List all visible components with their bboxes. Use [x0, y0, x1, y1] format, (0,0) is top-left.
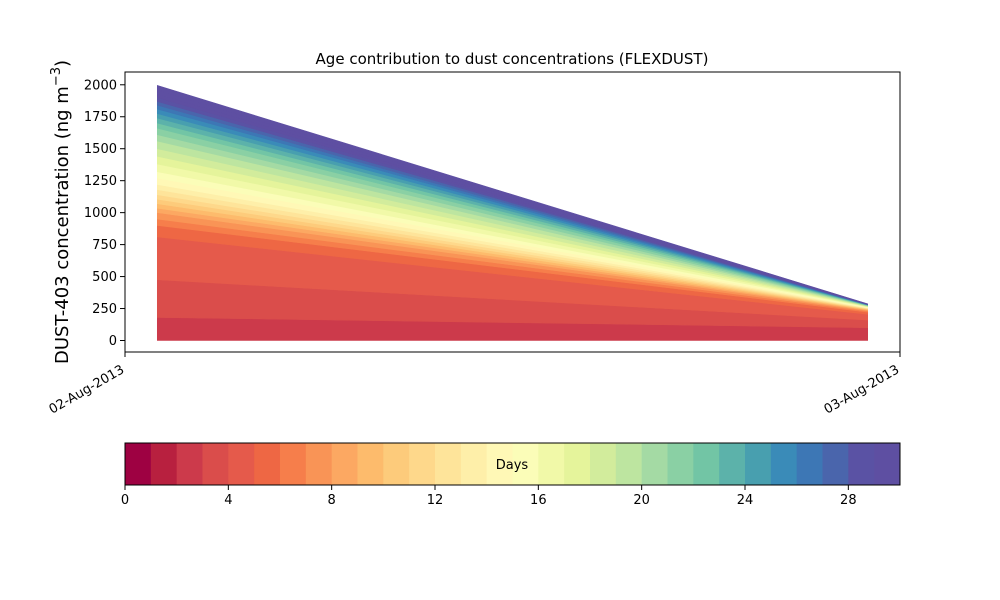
colorbar-swatch — [228, 443, 255, 485]
y-tick-label: 1500 — [84, 142, 117, 157]
colorbar-swatch — [383, 443, 410, 485]
y-axis: 0 250 500 750 1000 1250 1500 1750 2000 — [84, 78, 125, 349]
colorbar-tick-label: 4 — [224, 493, 232, 508]
colorbar-swatch — [796, 443, 823, 485]
colorbar-swatch — [460, 443, 488, 485]
colorbar-tick-label: 8 — [328, 493, 336, 508]
y-tick-label: 0 — [109, 334, 117, 349]
colorbar-swatch — [693, 443, 720, 485]
colorbar-swatch — [590, 443, 617, 485]
colorbar-swatch — [357, 443, 384, 485]
colorbar-swatch — [822, 443, 849, 485]
colorbar-swatch — [435, 443, 462, 485]
colorbar: 0 4 8 12 16 20 24 28 — [121, 442, 901, 508]
colorbar-swatch — [512, 443, 539, 485]
colorbar-swatch — [745, 443, 772, 485]
x-axis: 02-Aug-2013 03-Aug-2013 — [47, 352, 902, 418]
x-tick-label: 02-Aug-2013 — [47, 362, 127, 417]
colorbar-swatch — [538, 443, 565, 485]
colorbar-tick-label: 0 — [121, 493, 129, 508]
colorbar-tick-label: 12 — [427, 493, 444, 508]
colorbar-swatch — [125, 443, 152, 485]
colorbar-frame — [124, 442, 901, 486]
colorbar-tick-label: 16 — [530, 493, 547, 508]
colorbar-swatch — [564, 443, 591, 485]
y-tick-label: 1000 — [84, 206, 117, 221]
y-tick-label: 500 — [92, 270, 117, 285]
colorbar-tick-label: 28 — [840, 493, 857, 508]
colorbar-swatch — [254, 443, 281, 485]
colorbar-swatch — [280, 443, 307, 485]
y-axis-label: DUST-403 concentration (ng m−3) — [49, 60, 73, 364]
y-tick-label: 2000 — [84, 78, 117, 93]
y-axis-label-main: DUST-403 concentration (ng m — [52, 86, 73, 364]
colorbar-swatch — [641, 443, 668, 485]
age-band-29 — [156, 85, 869, 305]
chart-title: Age contribution to dust concentrations … — [316, 50, 709, 68]
y-tick-label: 750 — [92, 238, 117, 253]
colorbar-swatch — [331, 443, 358, 485]
y-axis-label-close: ) — [52, 60, 73, 67]
colorbar-tick-label: 24 — [737, 493, 754, 508]
plot-frame — [124, 71, 901, 353]
y-tick-label: 250 — [92, 302, 117, 317]
y-tick-label: 1750 — [84, 110, 117, 125]
colorbar-swatch — [150, 443, 178, 485]
colorbar-swatch — [874, 443, 901, 485]
colorbar-swatch — [409, 443, 436, 485]
plot-area — [124, 71, 901, 353]
colorbar-label: Days — [496, 458, 529, 473]
colorbar-swatch — [770, 443, 798, 485]
colorbar-swatch — [305, 443, 333, 485]
colorbar-swatch — [667, 443, 694, 485]
colorbar-swatch — [848, 443, 875, 485]
colorbar-swatch — [176, 443, 203, 485]
y-tick-label: 1250 — [84, 174, 117, 189]
colorbar-swatch — [202, 443, 229, 485]
x-tick-label: 03-Aug-2013 — [822, 362, 902, 417]
colorbar-swatch — [719, 443, 746, 485]
y-axis-label-sup: −3 — [49, 67, 64, 86]
colorbar-tick-label: 20 — [633, 493, 650, 508]
colorbar-swatch — [486, 443, 513, 485]
colorbar-swatch — [615, 443, 643, 485]
